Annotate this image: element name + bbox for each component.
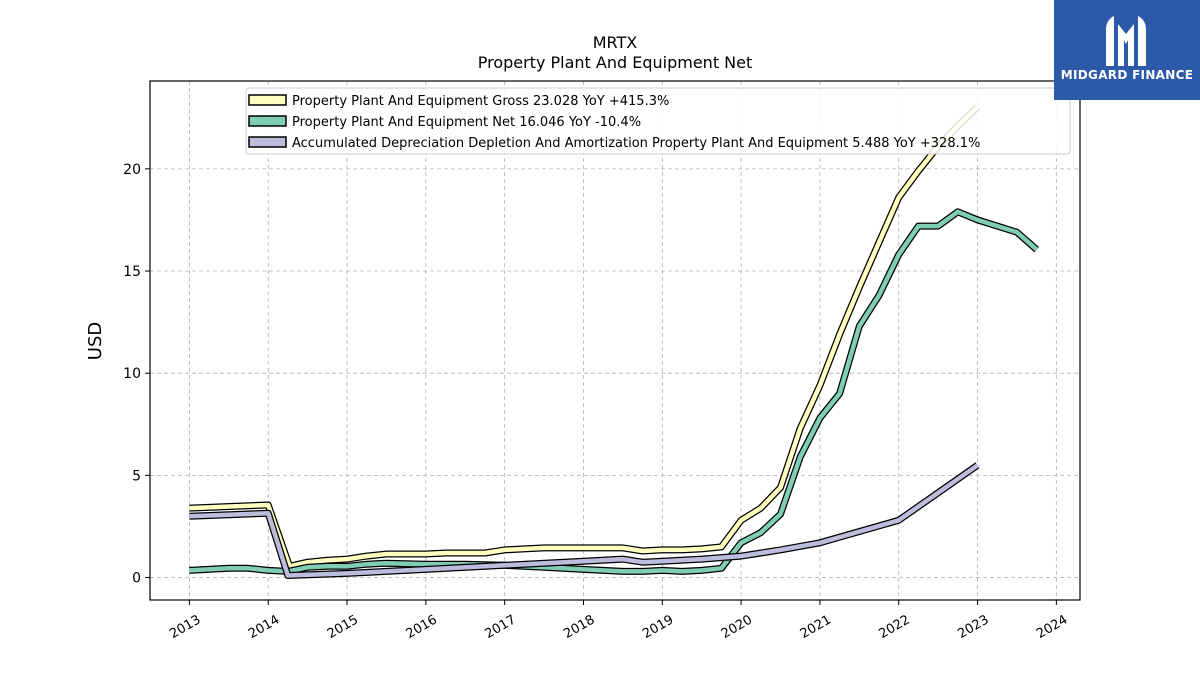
legend-entry: Property Plant And Equipment Net 16.046 … xyxy=(292,115,641,130)
legend-swatch xyxy=(248,115,287,127)
x-tick-label: 2014 xyxy=(246,612,282,642)
y-tick-label: 5 xyxy=(132,468,141,484)
x-tick-label: 2016 xyxy=(404,612,440,642)
x-tick-label: 2015 xyxy=(325,612,361,642)
x-tick-label: 2022 xyxy=(877,612,913,642)
midgard-finance-logo: MIDGARD FINANCE xyxy=(1054,0,1200,100)
x-tick-label: 2023 xyxy=(955,612,991,642)
chart-title: MRTX xyxy=(593,33,638,52)
x-tick-label: 2019 xyxy=(640,612,676,642)
series-3-line xyxy=(189,463,979,578)
grid xyxy=(150,81,1080,600)
plot-frame xyxy=(149,80,1081,601)
y-tick-label: 15 xyxy=(123,264,141,280)
series-1-line xyxy=(189,105,980,569)
chart-subtitle: Property Plant And Equipment Net xyxy=(478,53,753,72)
legend-entry: Accumulated Depreciation Depletion And A… xyxy=(292,136,980,151)
y-tick-label: 10 xyxy=(123,366,141,382)
logo-text: MIDGARD FINANCE xyxy=(1060,68,1194,82)
x-tick-label: 2020 xyxy=(719,612,755,642)
series-2-line xyxy=(189,209,1039,574)
legend-swatch xyxy=(248,94,287,106)
legend-entry: Property Plant And Equipment Gross 23.02… xyxy=(292,94,669,109)
x-tick-label: 2017 xyxy=(483,612,519,642)
legend-swatch xyxy=(248,136,287,148)
y-tick-label: 0 xyxy=(132,571,141,587)
x-axis: 2013 2014 2015 2016 2017 2018 2019 2020 2021 2022… xyxy=(167,600,1070,642)
series-layer xyxy=(189,104,1040,579)
y-axis: 0 5 10 15 20 xyxy=(123,162,150,587)
y-tick-label: 20 xyxy=(123,162,141,178)
logo-mark-icon xyxy=(1106,16,1146,66)
x-tick-label: 2018 xyxy=(561,612,597,642)
legend-box xyxy=(245,87,1071,155)
series-2-outline xyxy=(189,208,1040,575)
legend: Property Plant And Equipment Gross 23.02… xyxy=(245,87,1071,155)
x-tick-label: 2024 xyxy=(1034,612,1070,642)
x-tick-label: 2013 xyxy=(167,612,203,642)
y-axis-label: USD xyxy=(85,322,106,360)
x-tick-label: 2021 xyxy=(798,612,834,642)
